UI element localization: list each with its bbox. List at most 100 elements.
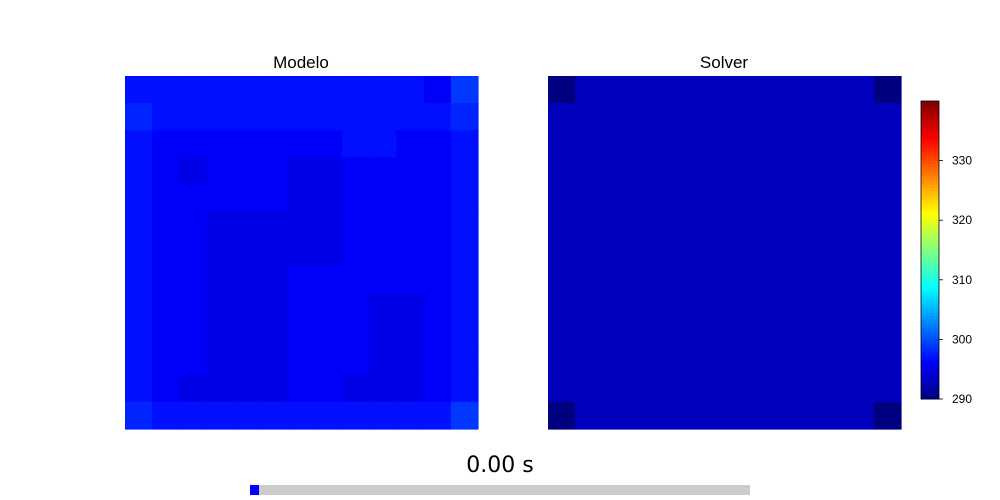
heatmap-cell bbox=[873, 374, 902, 403]
colorbar-segment bbox=[921, 148, 939, 153]
heatmap-cell bbox=[369, 266, 398, 294]
heatmap-cell bbox=[873, 238, 902, 267]
colorbar-segment bbox=[921, 184, 939, 188]
heatmap-cell bbox=[396, 374, 425, 403]
colorbar-segment bbox=[921, 375, 939, 379]
heatmap-cell bbox=[125, 266, 153, 294]
heatmap-cell bbox=[873, 293, 902, 321]
colorbar-segment bbox=[921, 297, 939, 302]
heatmap-cell bbox=[710, 320, 739, 349]
heatmap-cell bbox=[629, 293, 658, 321]
colorbar-segment bbox=[921, 309, 939, 314]
colorbar-segment bbox=[921, 279, 939, 284]
colorbar-segment bbox=[921, 357, 939, 361]
heatmap-cell bbox=[260, 76, 289, 104]
heatmap-cell bbox=[846, 347, 875, 376]
heatmap-cell bbox=[683, 293, 712, 321]
colorbar-tick-label: 310 bbox=[952, 273, 972, 287]
heatmap-cell bbox=[629, 211, 658, 240]
colorbar: 290 300 310 320 330 bbox=[920, 100, 972, 406]
heatmap-cell bbox=[792, 293, 821, 321]
heatmap-cell bbox=[450, 401, 479, 430]
heatmap-cell bbox=[396, 266, 425, 294]
heatmap-cell bbox=[423, 374, 452, 403]
progress-fill[interactable] bbox=[250, 485, 259, 495]
heatmap-cell bbox=[233, 211, 262, 240]
heatmap-cell bbox=[629, 374, 658, 403]
heatmap-cell bbox=[450, 130, 479, 159]
heatmap-cell bbox=[738, 320, 766, 349]
heatmap-cell bbox=[656, 401, 685, 430]
colorbar-segment bbox=[921, 333, 939, 337]
colorbar-segment bbox=[921, 214, 939, 218]
heatmap-cell bbox=[450, 374, 479, 403]
colorbar-segment bbox=[921, 321, 939, 325]
colorbar-segment bbox=[921, 396, 939, 400]
heatmap-solver bbox=[548, 76, 902, 430]
heatmap-cell bbox=[629, 103, 658, 131]
heatmap-cell bbox=[233, 347, 262, 376]
heatmap-cell bbox=[423, 293, 452, 321]
colorbar-segment bbox=[921, 339, 939, 343]
heatmap-cell bbox=[287, 157, 316, 186]
heatmap-cell bbox=[396, 76, 425, 104]
progress-track[interactable] bbox=[250, 485, 750, 495]
heatmap-cell bbox=[575, 130, 603, 159]
heatmap-cell bbox=[548, 401, 576, 430]
colorbar-segment bbox=[921, 387, 939, 391]
colorbar-segment bbox=[921, 306, 939, 311]
colorbar-segment bbox=[921, 300, 939, 305]
heatmap-cell bbox=[765, 184, 793, 213]
heatmap-cell bbox=[683, 347, 712, 376]
heatmap-cell bbox=[575, 211, 603, 240]
heatmap-cell bbox=[683, 184, 712, 213]
heatmap-cell bbox=[369, 374, 398, 403]
heatmap-cell bbox=[765, 211, 793, 240]
colorbar-segment bbox=[921, 336, 939, 340]
heatmap-cell bbox=[206, 184, 235, 213]
colorbar-segment bbox=[921, 139, 939, 144]
colorbar-segment bbox=[921, 276, 939, 281]
heatmap-cell bbox=[575, 266, 603, 294]
heatmap-cell bbox=[710, 293, 739, 321]
colorbar-segment bbox=[921, 160, 939, 165]
heatmap-cell bbox=[260, 320, 289, 349]
heatmap-cell bbox=[656, 266, 685, 294]
heatmap-cell bbox=[179, 238, 208, 267]
heatmap-cell bbox=[233, 76, 262, 104]
heatmap-cell bbox=[233, 266, 262, 294]
heatmap-cell bbox=[846, 238, 875, 267]
heatmap-cell bbox=[819, 184, 848, 213]
heatmap-cell bbox=[233, 157, 262, 186]
heatmap-cell bbox=[287, 293, 316, 321]
heatmap-cell bbox=[629, 238, 658, 267]
colorbar-segment bbox=[921, 264, 939, 269]
heatmap-cell bbox=[369, 238, 398, 267]
heatmap-cell bbox=[125, 184, 153, 213]
heatmap-cell bbox=[548, 130, 576, 159]
heatmap-cell bbox=[738, 103, 766, 131]
heatmap-cell bbox=[152, 130, 180, 159]
heatmap-cell bbox=[683, 401, 712, 430]
heatmap-cell bbox=[548, 374, 576, 403]
heatmap-cell bbox=[846, 266, 875, 294]
heatmap-cell bbox=[602, 293, 631, 321]
heatmap-cell bbox=[656, 347, 685, 376]
panel-title-modelo: Modelo bbox=[273, 53, 329, 72]
heatmap-cell bbox=[287, 211, 316, 240]
heatmap-cell bbox=[125, 103, 153, 131]
heatmap-cell bbox=[152, 266, 180, 294]
colorbar-segment bbox=[921, 384, 939, 388]
colorbar-segment bbox=[921, 241, 939, 245]
heatmap-cell bbox=[423, 320, 452, 349]
heatmap-cell bbox=[819, 238, 848, 267]
heatmap-cell bbox=[738, 184, 766, 213]
colorbar-segment bbox=[921, 378, 939, 382]
heatmap-cell bbox=[548, 76, 576, 104]
heatmap-cell bbox=[819, 76, 848, 104]
heatmap-cell bbox=[683, 374, 712, 403]
heatmap-cell bbox=[602, 103, 631, 131]
heatmap-cell bbox=[450, 266, 479, 294]
heatmap-cell bbox=[260, 130, 289, 159]
heatmap-cell bbox=[423, 130, 452, 159]
